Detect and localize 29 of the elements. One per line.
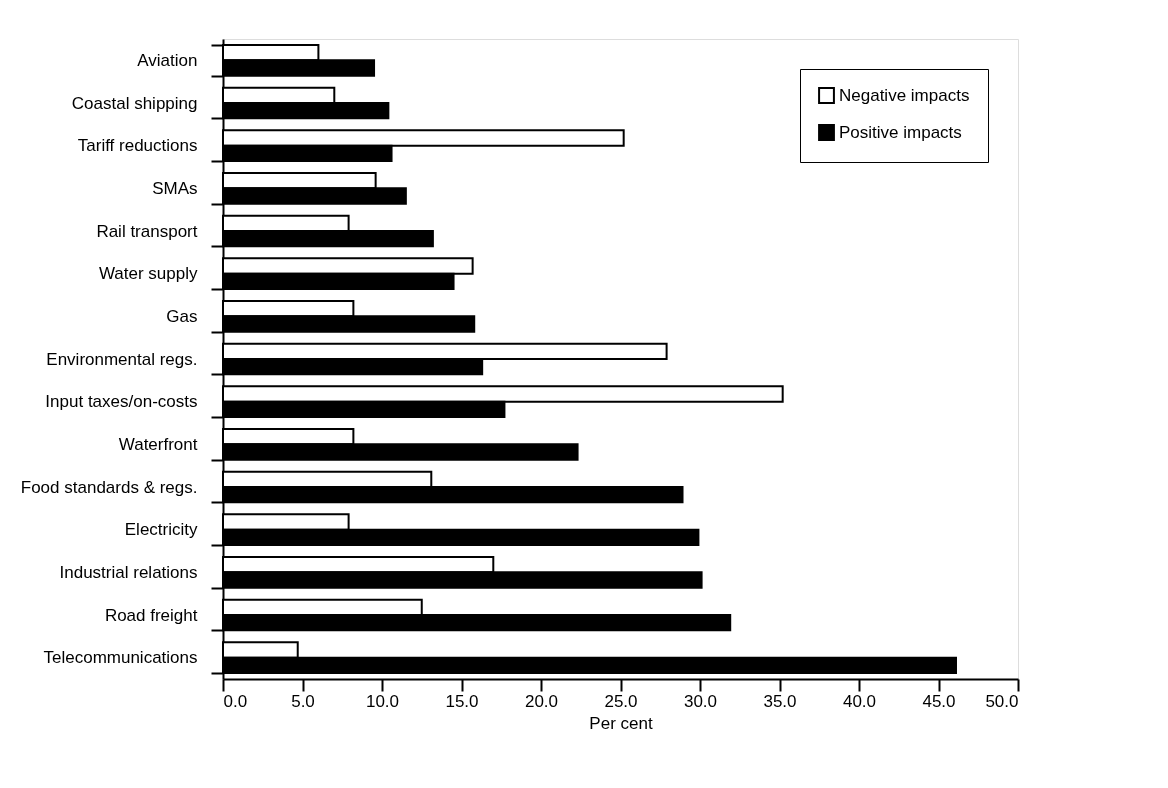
x-tick-label: 5.0: [291, 691, 315, 711]
x-tick-label: 15.0: [445, 691, 479, 711]
x-tick-label: 0.0: [223, 691, 248, 711]
y-tick-label: Waterfront: [118, 434, 198, 454]
y-tick-label: SMAs: [152, 178, 198, 198]
y-tick-label: Input taxes/on-costs: [45, 392, 198, 412]
x-tick-label: 25.0: [604, 691, 638, 711]
x-tick-label: 35.0: [763, 691, 797, 711]
y-tick-label: Food standards & regs.: [20, 477, 198, 497]
x-tick-label: 50.0: [985, 691, 1019, 711]
y-tick-label: Industrial relations: [59, 562, 198, 582]
x-tick-label: 20.0: [524, 691, 559, 711]
x-tick-label: 30.0: [683, 691, 718, 711]
y-tick-label: Rail transport: [96, 221, 198, 241]
legend-label: Negative impacts: [839, 85, 970, 105]
x-tick-label: 45.0: [922, 691, 956, 711]
y-tick-label: Water supply: [98, 264, 198, 284]
legend-label: Positive impacts: [839, 122, 962, 142]
x-axis-title: Per cent: [589, 713, 653, 733]
y-tick-label: Tariff reductions: [77, 136, 198, 156]
y-tick-label: Electricity: [124, 520, 198, 540]
y-tick-label: Aviation: [137, 50, 198, 70]
y-tick-label: Telecommunications: [43, 648, 198, 668]
y-tick-label: Environmental regs.: [46, 349, 198, 369]
x-tick-label: 40.0: [842, 691, 877, 711]
y-tick-label: Coastal shipping: [71, 93, 198, 113]
x-tick-label: 10.0: [365, 691, 400, 711]
y-tick-label: Road freight: [104, 605, 198, 625]
y-tick-label: Gas: [166, 306, 198, 326]
